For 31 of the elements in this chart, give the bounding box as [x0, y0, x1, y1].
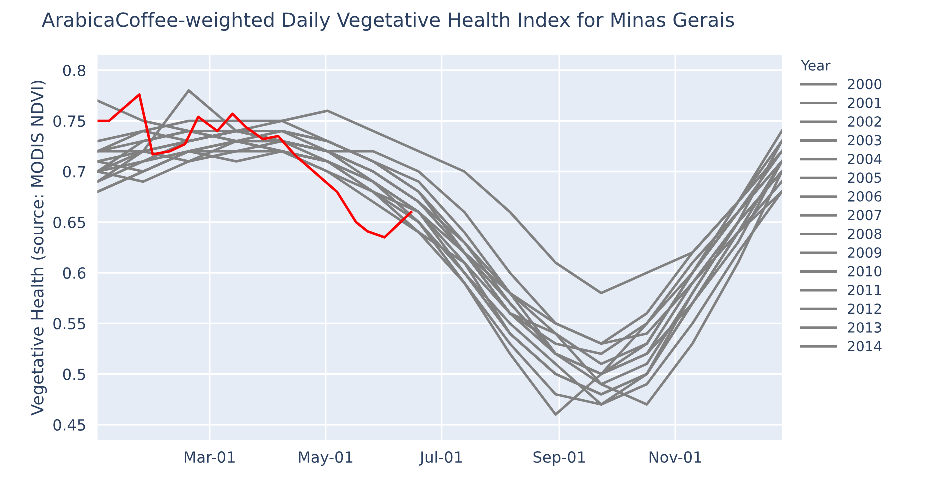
x-tick-label: Mar-01	[185, 451, 235, 464]
y-tick-label: 0.8	[63, 64, 86, 77]
legend-label: 2007	[848, 210, 882, 221]
y-axis-title: Vegetative Health (source: MODIS NDVI)	[30, 81, 48, 416]
y-tick-label: 0.7	[63, 166, 86, 178]
legend-label: 2002	[848, 116, 882, 128]
legend-label: 2006	[848, 191, 882, 202]
y-tick-label: 0.45	[54, 419, 86, 431]
legend-label: 2014	[848, 341, 882, 352]
legend-label: 2001	[848, 98, 882, 108]
x-tick-label: Nov-01	[650, 451, 702, 464]
y-tick-label: 0.5	[63, 368, 86, 380]
legend-label: 2012	[848, 304, 882, 314]
legend-label: 2013	[848, 322, 882, 333]
legend-label: 2005	[848, 172, 882, 184]
legend-label: 2003	[848, 135, 882, 146]
y-tick-label: 0.65	[54, 216, 86, 228]
legend-label: 2000	[848, 79, 882, 90]
legend-label: 2009	[848, 248, 882, 258]
y-tick-label: 0.6	[63, 267, 86, 280]
legend-label: 2004	[848, 154, 882, 164]
x-tick-label: Jul-01	[419, 451, 462, 466]
legend-label: 2011	[848, 285, 882, 296]
legend-title: Year	[801, 60, 831, 71]
y-tick-label: 0.55	[54, 318, 86, 330]
x-tick-label: May-01	[299, 451, 353, 466]
chart-title: ArabicaCoffee-weighted Daily Vegetative Health Index for Minas Gerais	[42, 12, 734, 32]
x-tick-label: Sep-01	[534, 451, 586, 466]
legend-label: 2008	[848, 228, 882, 240]
legend-label: 2010	[848, 266, 882, 277]
y-tick-label: 0.75	[54, 116, 86, 128]
